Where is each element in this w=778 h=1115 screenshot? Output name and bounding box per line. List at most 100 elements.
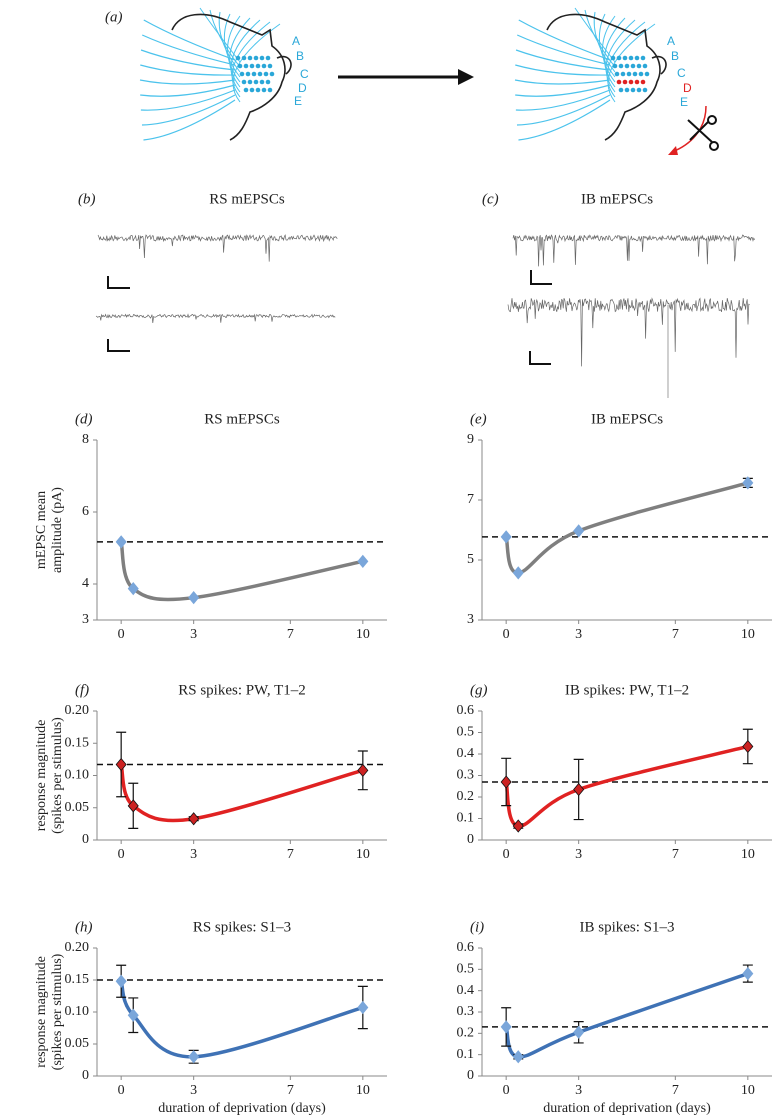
whisker <box>140 49 236 71</box>
whisker <box>518 19 611 61</box>
panel-label: (h) <box>75 919 93 935</box>
whisker-pad <box>245 71 251 77</box>
x-tick-label: 3 <box>190 847 197 862</box>
panel-label: (f) <box>75 682 89 698</box>
whisker-pad <box>638 71 644 77</box>
whisker <box>605 19 636 93</box>
whisker-pad <box>634 79 640 85</box>
panel-label: (c) <box>482 191 499 207</box>
whisker <box>515 49 611 71</box>
marker <box>512 566 524 580</box>
x-tick-label: 0 <box>118 847 125 862</box>
traces <box>95 234 755 398</box>
whisker-pad <box>642 87 648 93</box>
row-label: D <box>298 81 307 95</box>
marker <box>573 524 585 538</box>
whisker-pad <box>259 55 265 61</box>
whisker <box>515 84 611 97</box>
whisker-pad <box>261 63 267 69</box>
x-tick-label: 0 <box>118 627 125 642</box>
marker <box>573 782 585 797</box>
x-tick-label: 7 <box>672 847 679 862</box>
whisker <box>140 89 236 111</box>
y-tick-label: 3 <box>467 612 474 627</box>
whisker-pad <box>251 71 257 77</box>
y-tick-label: 8 <box>82 432 89 447</box>
y-tick-label: 0.20 <box>65 940 90 955</box>
marker <box>573 1025 585 1039</box>
marker <box>512 819 524 833</box>
y-axis-label: response magnitude <box>34 720 49 832</box>
y-axis-label: mEPSC mean <box>34 491 49 569</box>
trace <box>97 234 338 262</box>
whisker-pad <box>610 55 616 61</box>
series-line <box>504 481 749 575</box>
trace <box>512 234 755 267</box>
y-tick-label: 0.3 <box>457 768 475 783</box>
marker <box>742 476 754 490</box>
y-tick-label: 0.4 <box>457 746 475 761</box>
whisker-pad <box>642 63 648 69</box>
whisker-pad <box>616 79 622 85</box>
marker <box>512 1050 524 1064</box>
whisker <box>232 23 281 103</box>
whisker-pad <box>636 87 642 93</box>
marker <box>115 757 127 772</box>
whisker <box>515 89 611 111</box>
y-tick-label: 0 <box>467 832 474 847</box>
panel-title: IB mEPSCs <box>581 191 653 207</box>
head-outline <box>546 13 661 141</box>
whisker-pad <box>616 55 622 61</box>
y-tick-label: 0.2 <box>457 789 475 804</box>
whisker-pad <box>626 71 632 77</box>
whisker <box>141 94 236 126</box>
whisker <box>230 19 261 93</box>
panel-label: (i) <box>470 919 484 935</box>
marker <box>188 812 200 826</box>
y-tick-label: 0.6 <box>457 940 475 955</box>
marker <box>742 966 754 981</box>
whisker-pad <box>241 55 247 61</box>
chart-title: IB spikes: PW, T1–2 <box>565 682 689 698</box>
chart-title: RS spikes: S1–3 <box>193 919 291 935</box>
chart-title: RS mEPSCs <box>204 411 280 427</box>
x-tick-label: 7 <box>287 1083 294 1098</box>
marker <box>115 974 127 988</box>
whisker-pad <box>249 63 255 69</box>
whisker-pad <box>255 87 261 93</box>
marker <box>127 1008 139 1022</box>
trace <box>95 313 336 324</box>
x-tick-label: 3 <box>575 847 582 862</box>
marker <box>742 739 754 754</box>
panel-label: (b) <box>78 191 96 207</box>
x-tick-label: 0 <box>503 847 510 862</box>
whisker-pad <box>265 79 271 85</box>
whisker-pad <box>239 71 245 77</box>
marker <box>500 775 512 789</box>
whisker-pad <box>235 55 241 61</box>
row-label: E <box>294 94 302 108</box>
x-tick-label: 10 <box>741 847 755 862</box>
series-line <box>119 764 364 823</box>
y-axis-label: (spikes per stimulus) <box>50 953 65 1070</box>
marker <box>115 535 127 549</box>
whisker-pad <box>632 71 638 77</box>
y-tick-label: 0.4 <box>457 983 475 998</box>
marker <box>127 582 139 596</box>
x-tick-label: 7 <box>287 847 294 862</box>
whisker <box>140 84 236 97</box>
x-tick-label: 3 <box>575 627 582 642</box>
whisker-pad <box>624 63 630 69</box>
chart-title: RS spikes: PW, T1–2 <box>178 682 306 698</box>
y-tick-label: 0.15 <box>65 735 90 750</box>
whisker-pad <box>243 63 249 69</box>
whisker-pad <box>630 87 636 93</box>
marker <box>357 1000 369 1015</box>
y-tick-label: 0.6 <box>457 703 475 718</box>
x-axis-label: duration of deprivation (days) <box>158 1101 326 1115</box>
y-tick-label: 0 <box>467 1068 474 1083</box>
whisker <box>514 79 611 85</box>
row-label: D <box>683 81 692 95</box>
x-tick-label: 10 <box>741 1083 755 1098</box>
